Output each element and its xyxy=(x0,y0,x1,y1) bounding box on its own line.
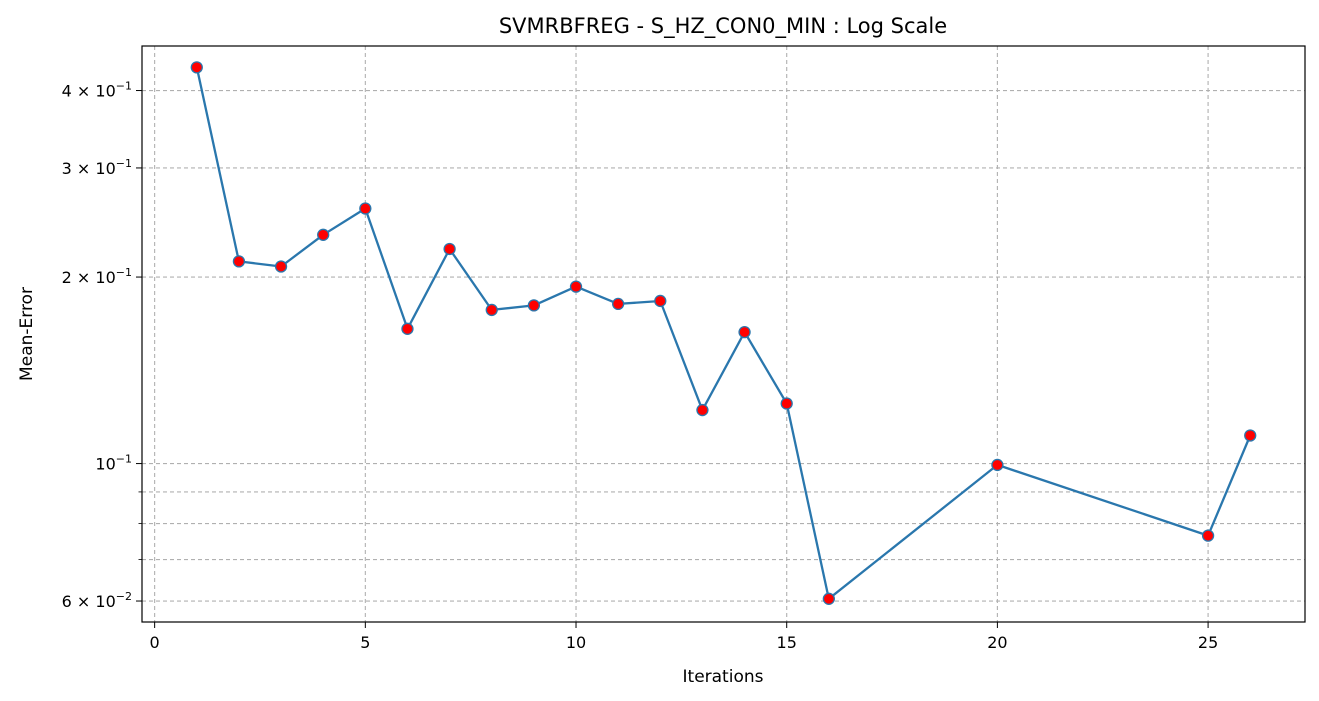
data-point xyxy=(317,228,330,241)
y-tick-label: 10−1 xyxy=(95,453,132,474)
x-axis: 0 5 10 15 20 25 xyxy=(150,622,1218,652)
data-point xyxy=(274,260,288,273)
y-tick-label: 6 × 10−2 xyxy=(62,590,132,611)
plot-frame xyxy=(141,45,1306,623)
data-point xyxy=(569,280,583,293)
data-point xyxy=(232,255,246,268)
data-point xyxy=(1244,429,1257,442)
data-point xyxy=(654,294,667,308)
data-point xyxy=(696,403,709,417)
data-point xyxy=(822,592,835,605)
x-tick-label: 15 xyxy=(777,633,797,652)
data-point xyxy=(359,202,372,215)
y-axis-label: Mean-Error xyxy=(17,287,37,381)
data-point xyxy=(190,61,203,74)
series-layer xyxy=(190,61,1257,605)
x-axis-label: Iterations xyxy=(683,667,764,687)
x-tick-label: 25 xyxy=(1198,633,1218,652)
data-point xyxy=(1201,529,1215,542)
data-point xyxy=(401,322,414,335)
series-line xyxy=(195,67,1252,600)
data-point xyxy=(738,325,751,339)
x-tick-label: 0 xyxy=(150,633,160,652)
data-point xyxy=(485,303,498,317)
x-tick-label: 20 xyxy=(987,633,1007,652)
y-tick-label: 3 × 10−1 xyxy=(62,157,132,178)
y-tick-label: 4 × 10−1 xyxy=(62,80,132,101)
data-point xyxy=(612,297,625,311)
y-axis: 6 × 10−2 10−1 2 × 10−1 3 × 10−1 4 × 10−1 xyxy=(62,80,142,611)
data-point xyxy=(527,299,541,312)
data-point xyxy=(443,242,456,256)
grid-lines xyxy=(142,46,1305,622)
chart-title: SVMRBFREG - S_HZ_CON0_MIN : Log Scale xyxy=(499,14,947,39)
x-tick-label: 5 xyxy=(360,633,370,652)
x-tick-label: 10 xyxy=(566,633,586,652)
data-point xyxy=(780,397,793,410)
y-tick-label: 2 × 10−1 xyxy=(62,266,132,287)
data-point xyxy=(991,458,1004,472)
